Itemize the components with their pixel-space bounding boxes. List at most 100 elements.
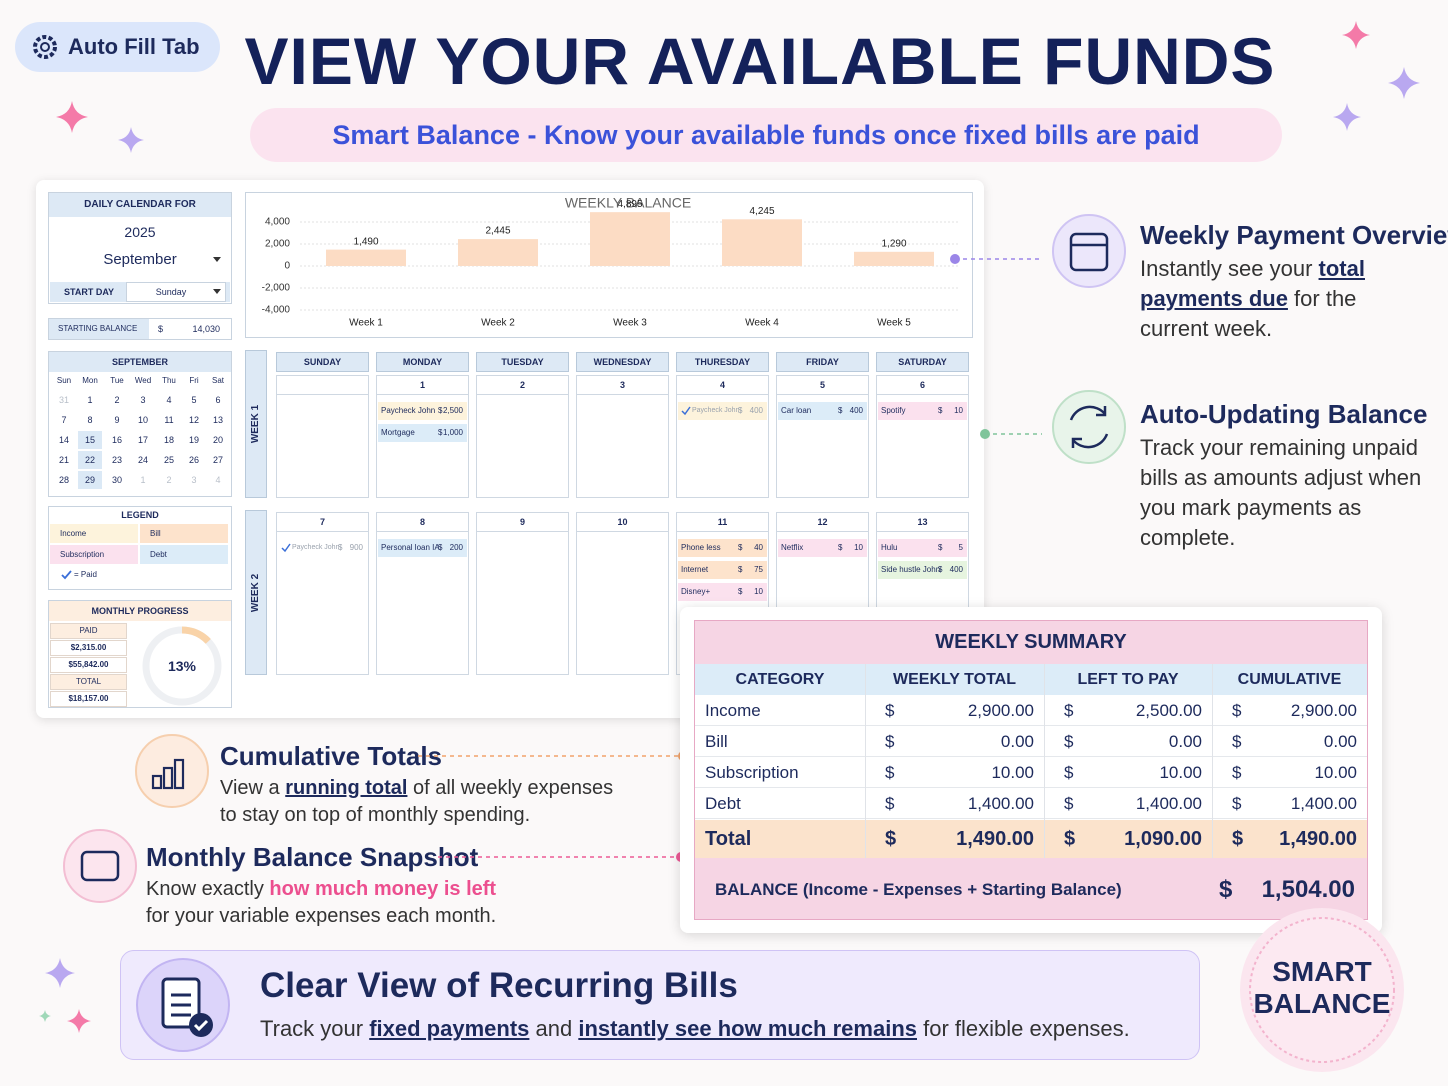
weekday-header xyxy=(876,352,969,372)
entry-currency: $ xyxy=(738,565,743,574)
subtitle-pill xyxy=(250,108,1282,162)
entry-amount: 10 xyxy=(754,587,763,596)
summary-row-currency: $ xyxy=(885,732,895,751)
summary-header-row xyxy=(695,664,1367,695)
text-segment: View a xyxy=(220,777,286,799)
date: 2 xyxy=(476,375,569,395)
summary-row-currency: $ xyxy=(1064,732,1074,751)
text-segment: Instantly see your xyxy=(1140,256,1319,281)
mini-day: 14 xyxy=(58,435,69,445)
summary-row-value: 2,500.00 xyxy=(1135,701,1202,720)
start-day-dropdown xyxy=(213,289,221,298)
weekday-header xyxy=(776,352,869,372)
sparkle xyxy=(56,101,88,133)
summary-row xyxy=(695,726,1367,757)
summary-total-value: 1,490.00 xyxy=(1279,828,1357,850)
column-divider xyxy=(1044,664,1045,858)
entry xyxy=(678,402,767,420)
entry-name: Spotify xyxy=(881,406,906,415)
summary-row xyxy=(695,695,1367,726)
sparkle xyxy=(1342,21,1370,49)
title: VIEW YOUR AVAILABLE FUNDS xyxy=(244,24,1276,98)
progress-cell xyxy=(50,623,127,639)
legend-swatch xyxy=(140,524,228,543)
mini-day: 12 xyxy=(188,415,199,425)
feature-title: Cumulative Totals xyxy=(220,741,443,771)
icon-check xyxy=(193,1019,209,1032)
summary-column: CUMULATIVE xyxy=(1237,671,1342,688)
day-cell xyxy=(576,375,669,498)
weekday-header xyxy=(376,352,469,372)
mini-day-name: Sun xyxy=(56,376,72,385)
weekday: MONDAY xyxy=(402,357,443,367)
banner-title: Clear View of Recurring Bills xyxy=(260,966,738,1005)
y-tick-label: 2,000 xyxy=(265,239,290,250)
entry-currency: $ xyxy=(838,406,843,415)
mini-day: 4 xyxy=(166,395,172,405)
date: 6 xyxy=(876,375,969,395)
value-label: 4,245 xyxy=(749,206,774,217)
summary-total-currency: $ xyxy=(1064,828,1076,850)
day-cell xyxy=(676,375,769,498)
entry-name: Paycheck John xyxy=(381,406,436,415)
banner-icon xyxy=(136,958,230,1052)
gear-icon xyxy=(40,42,50,52)
text-segment: of all weekly expenses to stay on top of… xyxy=(220,777,614,826)
date: 12 xyxy=(776,512,869,532)
entry-name: Car loan xyxy=(781,406,812,415)
mini-day: 3 xyxy=(140,395,146,405)
calendar-header-text: DAILY CALENDAR FOR xyxy=(84,199,196,210)
mini-day-name: Sat xyxy=(211,376,224,385)
text-segment: for your variable expenses each month. xyxy=(146,905,497,927)
entry-name: Disney+ xyxy=(681,587,711,596)
entry xyxy=(678,539,767,557)
summary-row-value: 0.00 xyxy=(1323,732,1357,751)
entry-currency: $ xyxy=(838,543,843,552)
legend-label: Income xyxy=(60,529,87,538)
mini-day: 28 xyxy=(58,475,69,485)
start-day-label: START DAY xyxy=(64,287,115,297)
weekday-header xyxy=(476,352,569,372)
weekday-header xyxy=(576,352,669,372)
bar xyxy=(326,249,406,266)
summary-title: WEEKLY SUMMARY xyxy=(935,631,1127,653)
date: 7 xyxy=(276,512,369,532)
weekday-header xyxy=(276,352,369,372)
paid-check xyxy=(61,570,72,580)
sparkle xyxy=(39,1010,51,1022)
text-segment: total payments due xyxy=(1140,256,1365,311)
sparkle xyxy=(118,127,144,153)
gear-icon xyxy=(33,35,57,59)
text-segment: running total xyxy=(285,777,408,799)
feature-title: Auto-Updating Balance xyxy=(1140,399,1428,429)
mini-day: 3 xyxy=(191,475,197,485)
summary-row-currency: $ xyxy=(1232,794,1242,813)
mini-day: 7 xyxy=(61,415,67,425)
paid-check xyxy=(681,406,691,416)
mini-day: 17 xyxy=(137,435,148,445)
sparkle xyxy=(67,1009,91,1033)
mini-day: 5 xyxy=(191,395,197,405)
mini-day: 13 xyxy=(212,415,223,425)
legend-label: Bill xyxy=(150,529,161,538)
starting-balance-currency: $ xyxy=(158,324,164,334)
balance-currency: $ xyxy=(1219,876,1233,903)
summary-row-value: 0.00 xyxy=(1000,732,1034,751)
summary-row-value: 2,900.00 xyxy=(967,701,1034,720)
feature-text: Instantly see your total payments due fo… xyxy=(1140,254,1430,344)
text-segment: Know exactly xyxy=(146,878,270,900)
value-label: 4,895 xyxy=(617,199,642,210)
x-tick-label: Week 1 xyxy=(349,318,383,329)
mini-day-name: Tue xyxy=(110,376,124,385)
balance-label: BALANCE (Income - Expenses + Starting Ba… xyxy=(715,880,1122,899)
mini-day: 15 xyxy=(84,435,95,445)
summary-row xyxy=(695,788,1367,819)
icon-bars xyxy=(162,766,174,790)
entry xyxy=(678,583,767,601)
weekday: SATURDAY xyxy=(898,357,947,367)
mini-day: 26 xyxy=(188,455,199,465)
feature-title: Monthly Balance Snapshot xyxy=(146,842,479,872)
summary-row-currency: $ xyxy=(1232,732,1242,751)
